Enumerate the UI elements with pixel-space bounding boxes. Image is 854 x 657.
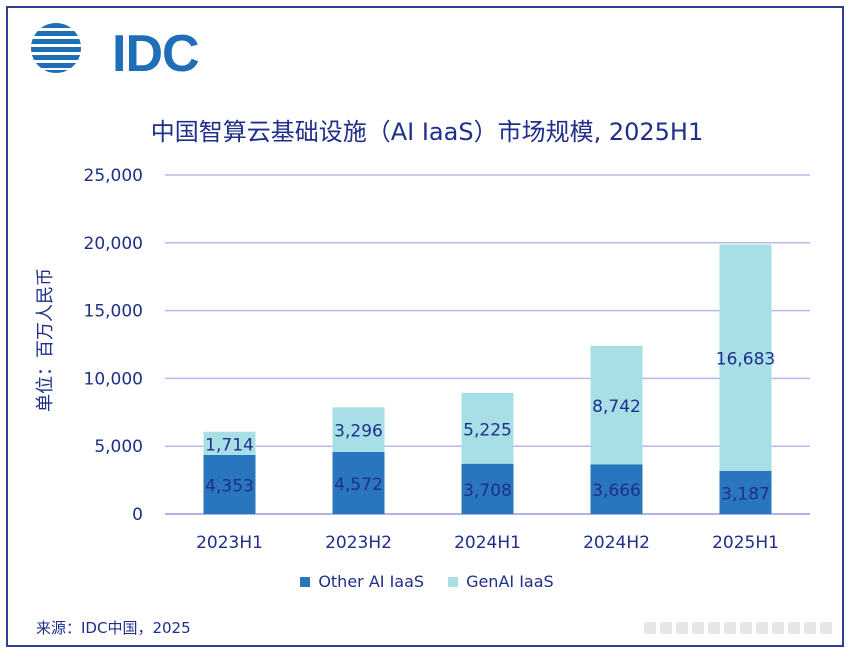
data-label: 4,572 [334,475,383,495]
chart-frame [6,6,844,647]
chart-title: 中国智算云基础设施（AI IaaS）市场规模, 2025H1 [150,118,704,146]
source-note: 来源：IDC中国，2025 [36,619,191,637]
bar-genai-iaas [203,431,256,455]
x-tick-label: 2023H1 [196,533,263,553]
legend: Other AI IaaS GenAI IaaS [0,572,854,591]
bar-genai-iaas [461,392,514,464]
x-tick-label: 2023H2 [325,533,392,553]
logo-text: IDC [112,25,200,83]
y-tick-label: 5,000 [94,437,143,457]
data-label: 3,187 [721,484,770,504]
data-label: 8,742 [592,397,641,417]
bar-other-ai-iaas [332,452,385,514]
data-label: 1,714 [205,435,254,455]
legend-label-other: Other AI IaaS [318,572,425,591]
idc-logo: IDC [28,18,208,80]
globe-logo-icon [31,23,81,73]
y-tick-label: 25,000 [84,166,143,186]
bar-other-ai-iaas [461,463,514,514]
data-label: 4,353 [205,476,254,496]
legend-swatch-genai [448,576,459,587]
watermark [644,622,832,634]
bar-genai-iaas [590,345,643,465]
data-label: 3,296 [334,422,383,442]
data-label: 3,666 [592,481,641,501]
legend-label-genai: GenAI IaaS [466,572,554,591]
x-tick-label: 2024H1 [454,533,521,553]
bar-genai-iaas [719,244,772,471]
data-label: 5,225 [463,420,512,440]
bar-other-ai-iaas [590,464,643,514]
x-tick-label: 2025H1 [712,533,779,553]
bar-other-ai-iaas [203,454,256,514]
bar-other-ai-iaas [719,470,772,514]
data-label: 16,683 [716,350,775,370]
bar-genai-iaas [332,407,385,453]
y-tick-label: 15,000 [84,302,143,322]
legend-swatch-other [300,576,311,587]
legend-item-other: Other AI IaaS [300,572,424,591]
y-tick-label: 0 [132,505,143,525]
y-tick-label: 20,000 [84,234,143,254]
data-label: 3,708 [463,481,512,501]
legend-item-genai: GenAI IaaS [448,572,554,591]
x-tick-label: 2024H2 [583,533,650,553]
y-tick-label: 10,000 [84,369,143,389]
